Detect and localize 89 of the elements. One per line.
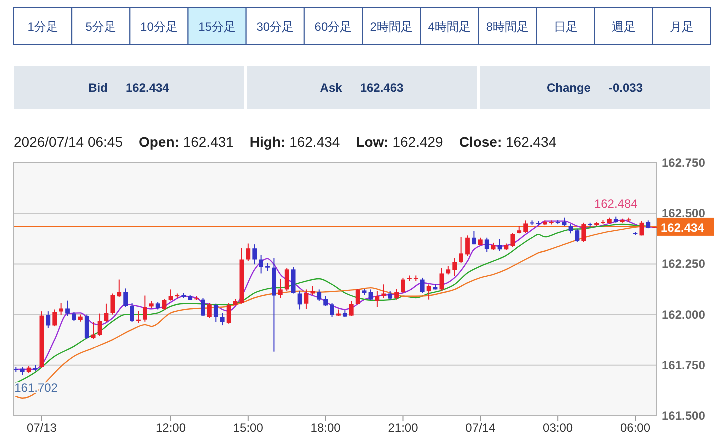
candlestick [201, 298, 206, 317]
x-tick-label: 21:00 [388, 421, 419, 435]
candlestick [278, 278, 283, 298]
annotation: 162.484 [594, 196, 638, 211]
x-tick-label: 07/13 [26, 421, 58, 435]
candlestick [52, 309, 58, 328]
text: Open: 162.431 [138, 134, 234, 150]
x-tick-label: 07/14 [466, 421, 496, 435]
candlestick [382, 284, 386, 298]
x-tick-label: 15:00 [233, 421, 264, 435]
candlestick [124, 288, 128, 308]
text: Ask [320, 81, 343, 95]
category-label: 1分足 [28, 20, 58, 34]
candlestick [484, 237, 490, 253]
candlestick [117, 279, 122, 298]
candlestick [349, 300, 354, 317]
text: 162.434 [126, 81, 170, 95]
candlestick [104, 303, 109, 323]
y-tick-label: 162.000 [662, 308, 706, 322]
candlestick [426, 284, 432, 300]
candlestick [440, 268, 444, 292]
candlestick [214, 303, 218, 323]
x-tick-label: 18:00 [310, 421, 342, 435]
candlestick [459, 236, 464, 264]
candlestick [452, 258, 458, 277]
candlestick [246, 243, 251, 262]
candlestick [291, 266, 296, 294]
candlestick [130, 302, 134, 323]
x-tick-label: 06:00 [620, 421, 651, 435]
candlestick [136, 310, 141, 324]
category-label: 日足 [554, 20, 578, 34]
candlestick [375, 290, 380, 308]
candlestick [168, 289, 174, 302]
candlestick [324, 296, 328, 307]
candlestick [66, 300, 70, 317]
category-label: 5分足 [86, 20, 116, 34]
y-tick-label: 161.750 [662, 358, 706, 372]
candlestick [142, 295, 148, 322]
y-tick-label: 162.750 [662, 156, 706, 170]
candlestick [252, 244, 258, 266]
candlestick [394, 288, 399, 300]
category-label: 10分足 [140, 20, 178, 34]
text: Change [546, 81, 592, 95]
text: Close: 162.434 [459, 134, 557, 150]
text: Bid [88, 81, 108, 95]
candlestick [46, 311, 51, 329]
candlestick [575, 228, 580, 243]
candlestick [582, 222, 586, 243]
candlestick [401, 277, 406, 294]
candlestick [317, 289, 322, 302]
candlestick [330, 302, 334, 318]
y-tick-label: 162.500 [662, 206, 706, 221]
candlestick [356, 288, 360, 306]
candlestick [368, 289, 374, 301]
category-label: 15分足 [198, 20, 236, 34]
category-label: 60分足 [314, 20, 352, 34]
candlestick [220, 312, 225, 326]
candlestick [84, 314, 90, 340]
category-label: 30分足 [256, 20, 294, 34]
candlestick [420, 277, 425, 294]
category-label: 週足 [612, 20, 636, 34]
candlestick [304, 289, 309, 310]
category-label: 月足 [670, 20, 694, 34]
chart-title: 2026/07/14 06:45 [14, 134, 124, 150]
candlestick [208, 302, 212, 319]
candlestick [284, 268, 290, 292]
text: High: 162.434 [250, 134, 340, 150]
candlestick [472, 230, 476, 246]
candlestick [59, 302, 64, 316]
ref-line-label: 162.434 [661, 220, 705, 235]
x-tick-label: 03:00 [543, 421, 574, 435]
candlestick [91, 322, 96, 340]
candlestick [524, 220, 528, 234]
candlestick [98, 313, 102, 337]
text: 162.463 [360, 81, 404, 95]
candlestick [72, 312, 76, 322]
category-label: 8時間足 [486, 20, 530, 34]
x-tick-label: 12:00 [156, 421, 186, 435]
candlestick [226, 302, 232, 324]
category-label: 2時間足 [370, 20, 413, 34]
y-tick-label: 162.250 [662, 257, 706, 272]
candlestick [110, 293, 116, 316]
text: Low: 162.429 [356, 134, 444, 150]
text: -0.033 [608, 81, 644, 95]
candlestick [510, 232, 516, 248]
category-label: 4時間足 [428, 20, 471, 34]
y-tick-label: 161.500 [662, 409, 706, 423]
candlestick [259, 254, 264, 274]
candlestick [466, 235, 470, 257]
